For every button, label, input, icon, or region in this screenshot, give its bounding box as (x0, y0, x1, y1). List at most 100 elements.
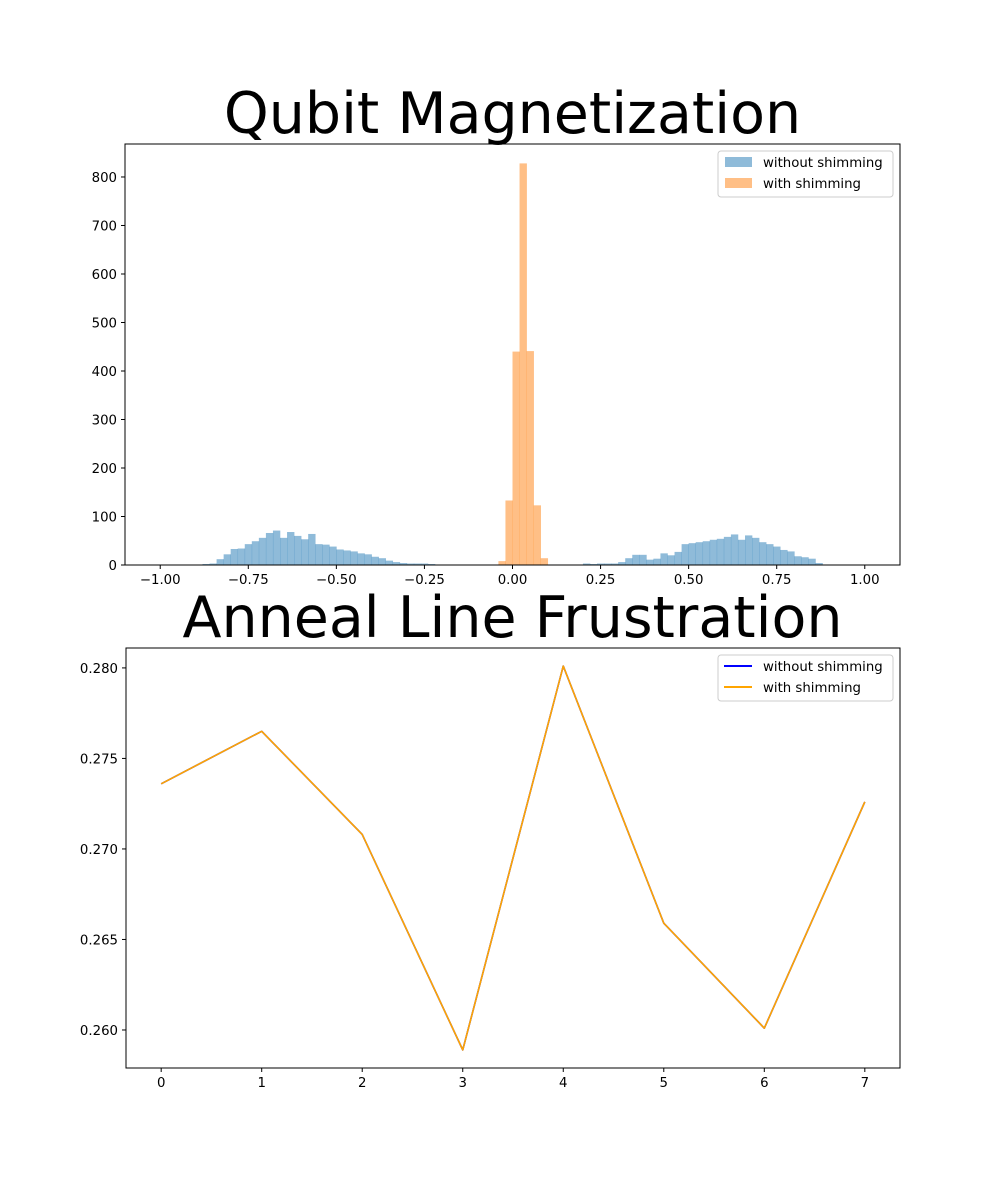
histogram-bar-without-shimming (280, 537, 288, 565)
magnetization-x-axis: −1.00 −0.75 −0.50 −0.25 0.00 0.25 0.50 0.75 1.00 (140, 565, 880, 588)
x-tick-label: −0.50 (316, 573, 357, 588)
histogram-bar-without-shimming (336, 549, 344, 565)
y-tick-label: 700 (92, 219, 117, 234)
histogram-bar-without-shimming (582, 563, 591, 565)
x-tick-label: 3 (459, 1076, 467, 1091)
y-tick-label: 0.275 (80, 752, 118, 767)
legend-label-with-shimming: with shimming (763, 177, 861, 192)
magnetization-legend-box (717, 150, 894, 198)
histogram-bar-without-shimming (597, 563, 605, 565)
histogram-bar-without-shimming (759, 542, 767, 565)
series-line-with-shimming (160, 665, 866, 1051)
legend-label-with-shimming: with shimming (763, 681, 861, 696)
histogram-bar-without-shimming (653, 558, 661, 565)
histogram-bar-with-shimming (526, 351, 534, 565)
histogram-bar-without-shimming (301, 539, 309, 565)
histogram-bar-without-shimming (392, 562, 401, 565)
frustration-title: Anneal Line Frustration (183, 585, 843, 651)
histogram-bar-without-shimming (399, 563, 408, 565)
histogram-bar-without-shimming (660, 553, 668, 565)
histogram-bar-without-shimming (815, 563, 823, 565)
x-tick-label: 0.75 (762, 573, 792, 588)
histogram-bar-without-shimming (730, 534, 739, 565)
x-tick-label: 2 (358, 1076, 366, 1091)
y-tick-label: 300 (92, 413, 117, 428)
histogram-bar-without-shimming (801, 557, 809, 565)
histogram-bar-without-shimming (787, 551, 795, 565)
histogram-bar-without-shimming (230, 548, 239, 565)
histogram-bar-without-shimming (315, 544, 323, 565)
x-tick-label: 1 (257, 1076, 265, 1091)
magnetization-title: Qubit Magnetization (224, 81, 801, 147)
histogram-bar-without-shimming (745, 535, 753, 565)
histogram-bar-with-shimming (519, 163, 527, 565)
y-tick-label: 200 (92, 462, 117, 477)
x-tick-label: 0.00 (498, 573, 528, 588)
x-tick-label: 0.25 (586, 573, 616, 588)
y-tick-label: 400 (92, 365, 117, 380)
histogram-bar-without-shimming (237, 548, 246, 565)
histogram-bar-without-shimming (695, 542, 704, 565)
histogram-bar-without-shimming (674, 551, 682, 565)
histogram-bar-without-shimming (794, 556, 802, 565)
histogram-bar-with-shimming (505, 500, 513, 565)
histogram-bar-without-shimming (752, 537, 760, 565)
histogram-bar-without-shimming (618, 562, 626, 565)
histogram-bar-without-shimming (287, 532, 295, 565)
histogram-bar-without-shimming (420, 563, 429, 565)
histogram-bar-with-shimming (512, 351, 520, 565)
histogram-bar-without-shimming (632, 554, 640, 565)
histogram-bar-without-shimming (294, 535, 302, 565)
histogram-bar-without-shimming (223, 554, 231, 565)
histogram-bar-without-shimming (709, 539, 718, 565)
histogram-bar-without-shimming (625, 558, 633, 565)
x-tick-label: 0 (157, 1076, 165, 1091)
histogram-bar-without-shimming (308, 533, 316, 565)
histogram-bar-without-shimming (766, 544, 774, 565)
histogram-bar-without-shimming (343, 550, 351, 565)
histogram-bar-without-shimming (216, 559, 224, 565)
y-tick-label: 800 (92, 171, 117, 186)
x-tick-label: −1.00 (140, 573, 181, 588)
magnetization-y-axis: 0 100 200 300 400 500 600 700 800 (92, 171, 125, 574)
histogram-bar-without-shimming (385, 560, 394, 565)
histogram-bar-without-shimming (244, 544, 253, 565)
y-tick-label: 0.260 (80, 1024, 118, 1039)
frustration-lines (160, 665, 866, 1051)
legend-label-without-shimming: without shimming (763, 156, 883, 171)
histogram-bar-without-shimming (716, 538, 725, 565)
y-tick-label: 0.280 (80, 662, 118, 677)
histogram-bar-without-shimming (209, 563, 217, 565)
frustration-y-axis: 0.260 0.265 0.270 0.275 0.280 (80, 662, 126, 1039)
histogram-bar-without-shimming (364, 554, 372, 565)
magnetization-chart: Qubit Magnetization −1.00 −0.75 −0.50 −0.25… (92, 81, 901, 588)
x-tick-label: −0.75 (228, 573, 269, 588)
histogram-bar-with-shimming (498, 561, 506, 565)
frustration-legend-box (717, 654, 894, 702)
frustration-x-axis: 0 1 2 3 4 5 6 7 (157, 1068, 869, 1091)
histogram-bar-without-shimming (773, 546, 781, 565)
magnetization-bars (195, 163, 823, 565)
histogram-bar-without-shimming (406, 563, 415, 565)
x-tick-label: 0.50 (674, 573, 704, 588)
histogram-bar-without-shimming (723, 536, 732, 565)
magnetization-legend: without shimming with shimming (717, 150, 894, 198)
y-tick-label: 0.270 (80, 843, 118, 858)
x-tick-label: 6 (760, 1076, 768, 1091)
histogram-bar-without-shimming (780, 549, 788, 565)
histogram-bar-without-shimming (808, 558, 816, 565)
histogram-bar-without-shimming (258, 537, 267, 565)
histogram-bar-without-shimming (265, 532, 274, 565)
histogram-bar-without-shimming (329, 546, 337, 565)
y-tick-label: 0 (109, 559, 117, 574)
histogram-bar-without-shimming (667, 555, 675, 565)
histogram-bar-without-shimming (378, 558, 386, 565)
x-tick-label: 7 (861, 1076, 869, 1091)
legend-label-without-shimming: without shimming (763, 660, 883, 675)
histogram-bar-without-shimming (413, 563, 422, 565)
y-tick-label: 100 (92, 510, 117, 525)
histogram-bar-with-shimming (533, 505, 541, 565)
